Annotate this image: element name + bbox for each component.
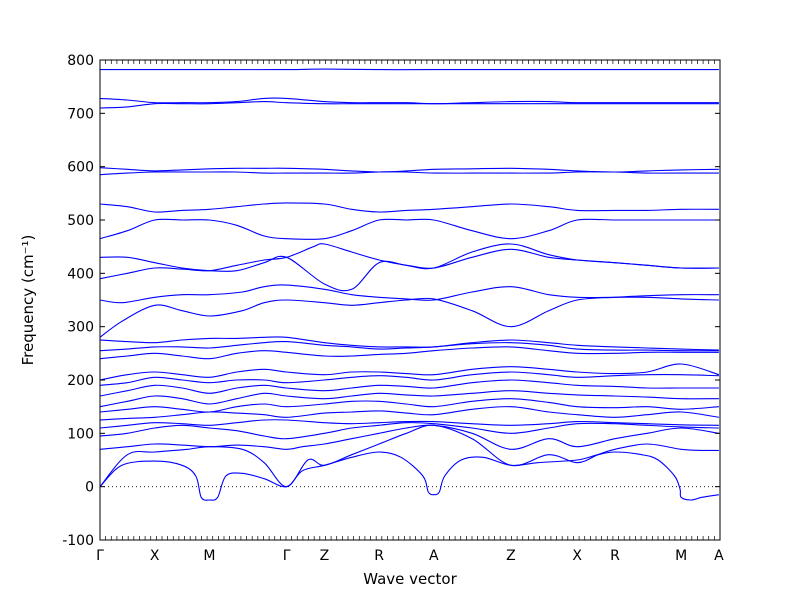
plot-area [99,59,721,541]
band-line-4 [100,422,719,440]
x-tick-label: Γ [283,548,291,564]
x-tick-label: Γ [96,548,104,564]
band-line-13 [100,340,719,352]
band-line-11 [100,363,720,381]
x-tick-label: Z [320,548,330,564]
x-tick-label: X [572,548,582,564]
y-tick-label: 500 [67,213,94,229]
x-tick-label: M [675,548,687,564]
band-line-3 [100,424,719,450]
band-line-16 [100,284,719,304]
band-line-15 [100,294,719,338]
x-tick-label: R [374,548,384,564]
band-line-20 [100,202,719,213]
y-tick-label: -100 [62,533,94,549]
band-line-23 [100,101,719,109]
band-line-24 [100,97,719,105]
band-line-6 [100,406,719,421]
y-tick-label: 700 [67,106,94,122]
x-tick-label: Z [506,548,516,564]
band-line-25 [100,68,719,71]
y-tick-label: 0 [85,480,94,496]
band-line-1 [100,451,719,501]
band-line-14 [100,336,719,351]
y-tick-label: 600 [67,160,94,176]
band-line-12 [100,346,719,360]
x-tick-label: A [429,548,439,564]
band-line-22 [100,167,719,173]
x-tick-label: R [610,548,620,564]
y-tick-label: 800 [67,53,94,69]
band-line-2 [100,424,719,488]
x-tick-label: A [714,548,724,564]
x-tick-label: M [203,548,215,564]
y-tick-label: 200 [67,373,94,389]
band-line-10 [100,371,719,386]
band-line-9 [100,379,719,397]
band-lines [100,68,720,501]
x-axis-label: Wave vector [363,570,457,588]
y-tick-label: 100 [67,426,94,442]
band-line-17 [100,243,719,280]
band-line-8 [100,390,719,408]
y-axis: -100 0 100 200 300 400 500 600 700 800 [62,53,720,549]
y-tick-label: 400 [67,266,94,282]
band-line-19 [100,218,719,240]
plot-frame [99,59,721,541]
band-line-7 [100,398,719,413]
band-line-18 [100,248,719,292]
y-tick-label: 300 [67,320,94,336]
band-line-5 [100,419,719,429]
x-tick-label: X [150,548,160,564]
y-axis-label: Frequency (cm⁻¹) [19,235,37,366]
